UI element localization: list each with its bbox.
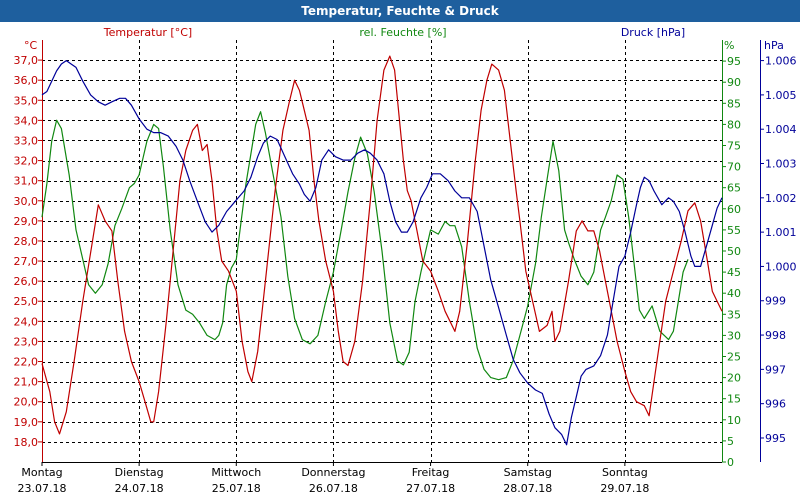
temp-tick-label: 19,0	[14, 416, 39, 429]
pressure-line	[41, 59, 723, 446]
weather-chart: °C Temperatur [°C] rel. Feuchte [%] Druc…	[0, 22, 800, 500]
x-tick-day-label: Donnerstag	[301, 466, 365, 479]
humidity-tick-label: 5	[727, 435, 734, 448]
temp-tick-label: 31,0	[14, 175, 39, 188]
temp-tick-label: 28,0	[14, 235, 39, 248]
humidity-tick-label: 90	[727, 76, 741, 89]
temp-tick-label: 26,0	[14, 275, 39, 288]
temp-tick-label: 33,0	[14, 134, 39, 147]
humidity-tick-label: 35	[727, 308, 741, 321]
temp-tick-label: 18,0	[14, 436, 39, 449]
humidity-tick-label: 25	[727, 351, 741, 364]
pressure-tick-label: 998	[765, 329, 786, 342]
pressure-tick-label: 995	[765, 432, 786, 445]
x-tick-date-label: 24.07.18	[115, 482, 164, 495]
humidity-tick-label: 40	[727, 287, 741, 300]
temp-axis-ticks: 18,0 19,0 20,0 21,0 22,0 23,0 24,0 25,0 26,0 27,0…	[14, 54, 42, 449]
temp-tick-label: 22,0	[14, 356, 39, 369]
x-axis-day-labels: Montag 23.07.18 Dienstag 24.07.18 Mittwoch 25…	[18, 462, 649, 495]
humidity-tick-label: 80	[727, 118, 741, 131]
humidity-tick-label: 95	[727, 55, 741, 68]
legend-humidity: rel. Feuchte [%]	[359, 26, 446, 39]
temp-tick-label: 32,0	[14, 155, 39, 168]
temp-tick-label: 37,0	[14, 54, 39, 67]
temp-tick-label: 34,0	[14, 114, 39, 127]
x-tick-date-label: 28.07.18	[503, 482, 552, 495]
pressure-axis-ticks: 995 996 997 998 999 1.000 1.001 1.002 1.003 1.004…	[760, 55, 797, 445]
x-tick-day-label: Freitag	[412, 466, 450, 479]
humidity-tick-label: 75	[727, 140, 741, 153]
temp-tick-label: 25,0	[14, 295, 39, 308]
x-tick-day-label: Mittwoch	[211, 466, 261, 479]
humidity-tick-label: 20	[727, 372, 741, 385]
x-tick-day-label: Montag	[21, 466, 62, 479]
x-tick-date-label: 23.07.18	[18, 482, 67, 495]
temp-tick-label: 24,0	[14, 315, 39, 328]
pressure-tick-label: 1.005	[765, 89, 797, 102]
temp-tick-label: 21,0	[14, 376, 39, 389]
temp-tick-label: 36,0	[14, 74, 39, 87]
x-tick-date-label: 26.07.18	[309, 482, 358, 495]
chart-title-bar: Temperatur, Feuchte & Druck	[0, 0, 800, 22]
x-tick-date-label: 25.07.18	[212, 482, 261, 495]
pressure-tick-label: 1.004	[765, 123, 797, 136]
pressure-tick-label: 999	[765, 295, 786, 308]
humidity-line	[41, 111, 689, 381]
temp-tick-label: 23,0	[14, 335, 39, 348]
pressure-tick-label: 1.001	[765, 226, 797, 239]
pressure-tick-label: 997	[765, 363, 786, 376]
grid	[42, 40, 722, 462]
pressure-axis-unit: hPa	[764, 39, 784, 52]
humidity-tick-label: 60	[727, 203, 741, 216]
x-tick-date-label: 29.07.18	[600, 482, 649, 495]
pressure-tick-label: 1.006	[765, 55, 797, 68]
x-tick-day-label: Dienstag	[115, 466, 164, 479]
pressure-tick-label: 1.003	[765, 158, 797, 171]
x-tick-day-label: Sonntag	[602, 466, 648, 479]
humidity-tick-label: 30	[727, 329, 741, 342]
humidity-tick-label: 45	[727, 266, 741, 279]
temp-axis-unit: °C	[24, 39, 38, 52]
temp-tick-label: 27,0	[14, 255, 39, 268]
humidity-axis-unit: %	[724, 39, 734, 52]
temp-tick-label: 35,0	[14, 94, 39, 107]
legend-temp: Temperatur [°C]	[103, 26, 192, 39]
humidity-axis-ticks: 0 5 10 15 20 25 30 35 40 45 50 55 60 65 70 75 80 85 90 95	[722, 55, 741, 469]
humidity-tick-label: 50	[727, 245, 741, 258]
temp-tick-label: 20,0	[14, 396, 39, 409]
x-tick-date-label: 27.07.18	[406, 482, 455, 495]
x-tick-day-label: Samstag	[504, 466, 552, 479]
series	[41, 55, 723, 446]
humidity-tick-label: 70	[727, 161, 741, 174]
humidity-tick-label: 10	[727, 414, 741, 427]
temp-tick-label: 29,0	[14, 215, 39, 228]
humidity-tick-label: 65	[727, 182, 741, 195]
humidity-tick-label: 55	[727, 224, 741, 237]
legend-pressure: Druck [hPa]	[621, 26, 685, 39]
pressure-tick-label: 1.002	[765, 192, 797, 205]
humidity-tick-label: 85	[727, 97, 741, 110]
temperature-line	[41, 55, 723, 435]
humidity-tick-label: 0	[727, 456, 734, 469]
pressure-tick-label: 1.000	[765, 260, 797, 273]
chart-title: Temperatur, Feuchte & Druck	[301, 4, 499, 18]
temp-tick-label: 30,0	[14, 195, 39, 208]
humidity-tick-label: 15	[727, 393, 741, 406]
pressure-tick-label: 996	[765, 398, 786, 411]
